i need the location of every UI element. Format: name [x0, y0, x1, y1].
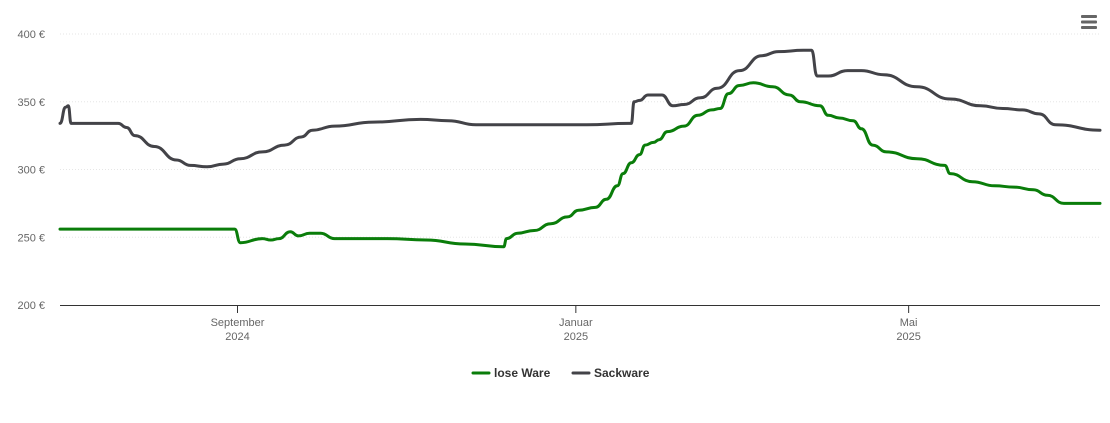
- x-axis: September 2024 Januar 2025 Mai 2025: [60, 305, 1100, 343]
- x-tick-label: September: [211, 317, 265, 329]
- y-tick-label: 200 €: [17, 300, 45, 312]
- legend-label: lose Ware: [494, 366, 551, 380]
- y-axis: 200 € 250 € 300 € 350 € 400 €: [17, 29, 45, 312]
- export-menu-button[interactable]: [1079, 13, 1099, 31]
- y-tick-label: 400 €: [17, 29, 45, 41]
- x-tick-year-label: 2025: [564, 331, 588, 343]
- y-tick-label: 250 €: [17, 232, 45, 244]
- legend-item[interactable]: Sackware: [571, 366, 650, 380]
- legend-item[interactable]: lose Ware: [471, 366, 551, 380]
- series-line[interactable]: [58, 48, 1102, 169]
- series-line[interactable]: [58, 81, 1102, 249]
- grid-lines: [60, 33, 1100, 238]
- x-tick-year-label: 2025: [896, 331, 920, 343]
- x-tick-year-label: 2024: [225, 331, 249, 343]
- legend-label: Sackware: [594, 366, 650, 380]
- x-tick-label: Januar: [559, 317, 593, 329]
- legend[interactable]: lose Ware Sackware: [471, 366, 650, 380]
- hamburger-menu-icon: [1081, 15, 1097, 29]
- y-tick-label: 300 €: [17, 165, 45, 177]
- y-tick-label: 350 €: [17, 97, 45, 109]
- plot-area: [58, 48, 1102, 249]
- x-tick-label: Mai: [900, 317, 918, 329]
